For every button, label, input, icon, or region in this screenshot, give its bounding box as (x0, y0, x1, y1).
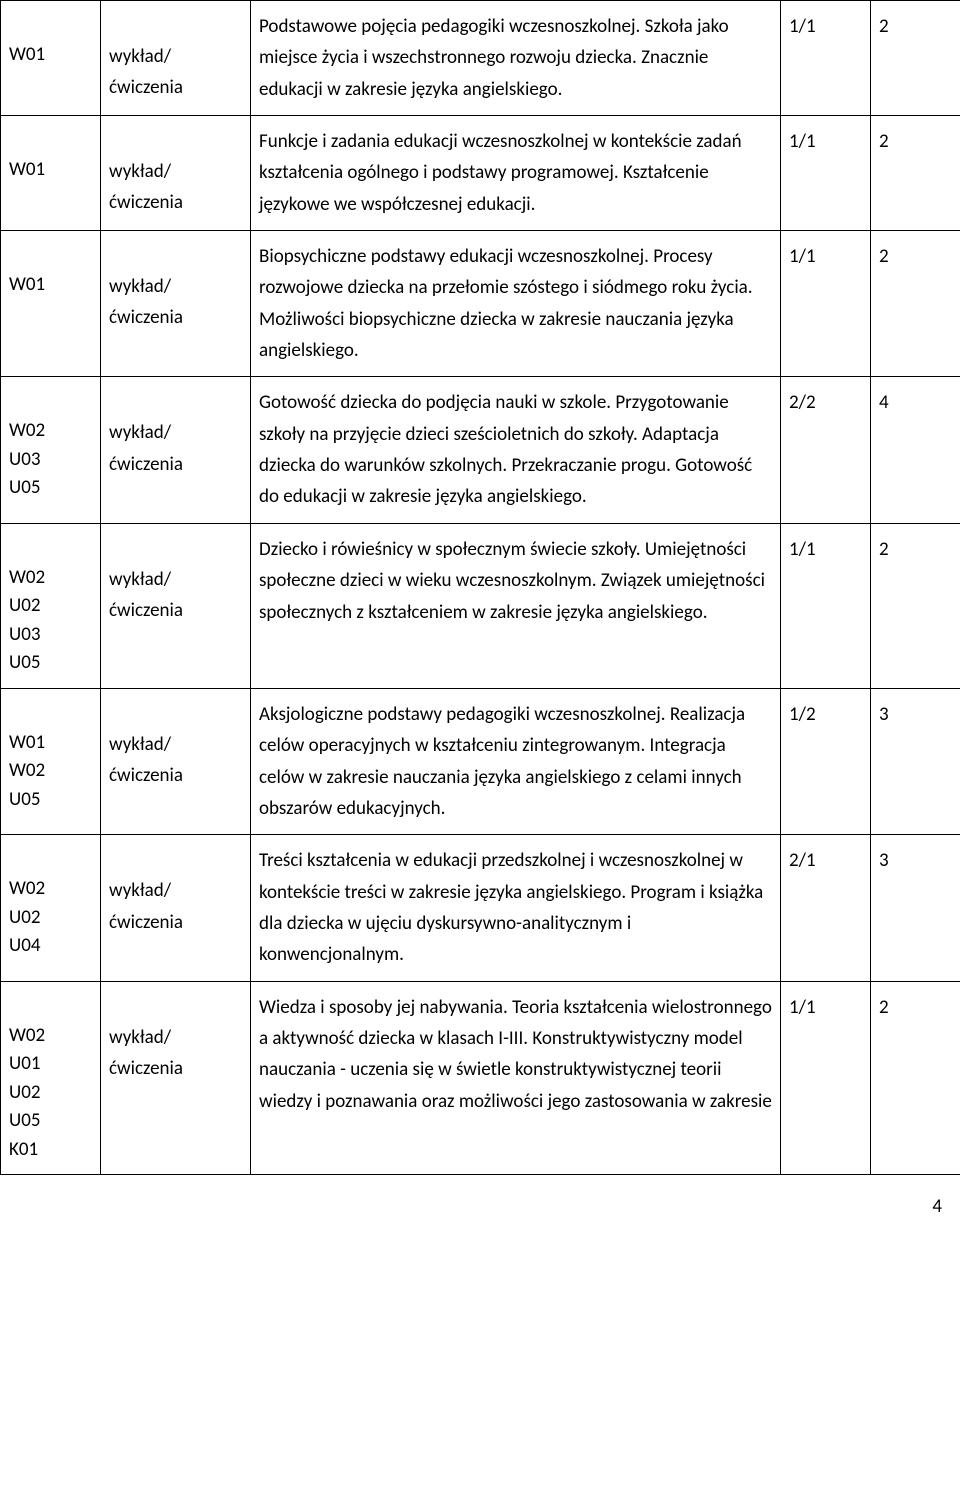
content-cell: Podstawowe pojęcia pedagogiki wczesnoszk… (251, 1, 781, 116)
codes-cell: W02 U03 U05 (1, 377, 101, 523)
codes-cell: W02 U02 U03 U05 (1, 523, 101, 688)
table-row: W01wykład/ ćwiczeniaFunkcje i zadania ed… (1, 116, 960, 231)
ratio-cell: 1/1 (781, 981, 871, 1175)
table-body: W01wykład/ ćwiczeniaPodstawowe pojęcia p… (1, 1, 960, 1175)
ratio-cell: 2/1 (781, 835, 871, 981)
content-cell: Aksjologiczne podstawy pedagogiki wczesn… (251, 688, 781, 834)
syllabus-table: W01wykład/ ćwiczeniaPodstawowe pojęcia p… (0, 0, 960, 1175)
format-cell: wykład/ ćwiczenia (101, 835, 251, 981)
content-cell: Treści kształcenia w edukacji przedszkol… (251, 835, 781, 981)
table-row: W02 U01 U02 U05 K01wykład/ ćwiczeniaWied… (1, 981, 960, 1175)
codes-cell: W01 (1, 1, 101, 116)
hours-cell: 3 (871, 688, 960, 834)
table-row: W01 W02 U05wykład/ ćwiczeniaAksjologiczn… (1, 688, 960, 834)
hours-cell: 3 (871, 835, 960, 981)
hours-cell: 2 (871, 1, 960, 116)
table-row: W02 U02 U04wykład/ ćwiczeniaTreści kszta… (1, 835, 960, 981)
codes-cell: W01 (1, 231, 101, 377)
ratio-cell: 1/2 (781, 688, 871, 834)
ratio-cell: 2/2 (781, 377, 871, 523)
codes-cell: W01 W02 U05 (1, 688, 101, 834)
hours-cell: 2 (871, 116, 960, 231)
content-cell: Wiedza i sposoby jej nabywania. Teoria k… (251, 981, 781, 1175)
format-cell: wykład/ ćwiczenia (101, 688, 251, 834)
format-cell: wykład/ ćwiczenia (101, 981, 251, 1175)
ratio-cell: 1/1 (781, 523, 871, 688)
table-row: W02 U02 U03 U05wykład/ ćwiczeniaDziecko … (1, 523, 960, 688)
content-cell: Gotowość dziecka do podjęcia nauki w szk… (251, 377, 781, 523)
codes-cell: W02 U02 U04 (1, 835, 101, 981)
ratio-cell: 1/1 (781, 1, 871, 116)
ratio-cell: 1/1 (781, 116, 871, 231)
hours-cell: 2 (871, 523, 960, 688)
table-row: W02 U03 U05wykład/ ćwiczeniaGotowość dzi… (1, 377, 960, 523)
content-cell: Funkcje i zadania edukacji wczesnoszkoln… (251, 116, 781, 231)
codes-cell: W02 U01 U02 U05 K01 (1, 981, 101, 1175)
hours-cell: 2 (871, 981, 960, 1175)
format-cell: wykład/ ćwiczenia (101, 523, 251, 688)
page-number: 4 (0, 1175, 960, 1218)
format-cell: wykład/ ćwiczenia (101, 1, 251, 116)
format-cell: wykład/ ćwiczenia (101, 231, 251, 377)
format-cell: wykład/ ćwiczenia (101, 116, 251, 231)
table-row: W01wykład/ ćwiczeniaPodstawowe pojęcia p… (1, 1, 960, 116)
content-cell: Biopsychiczne podstawy edukacji wczesnos… (251, 231, 781, 377)
ratio-cell: 1/1 (781, 231, 871, 377)
content-cell: Dziecko i rówieśnicy w społecznym świeci… (251, 523, 781, 688)
hours-cell: 2 (871, 231, 960, 377)
hours-cell: 4 (871, 377, 960, 523)
format-cell: wykład/ ćwiczenia (101, 377, 251, 523)
table-row: W01wykład/ ćwiczeniaBiopsychiczne podsta… (1, 231, 960, 377)
codes-cell: W01 (1, 116, 101, 231)
